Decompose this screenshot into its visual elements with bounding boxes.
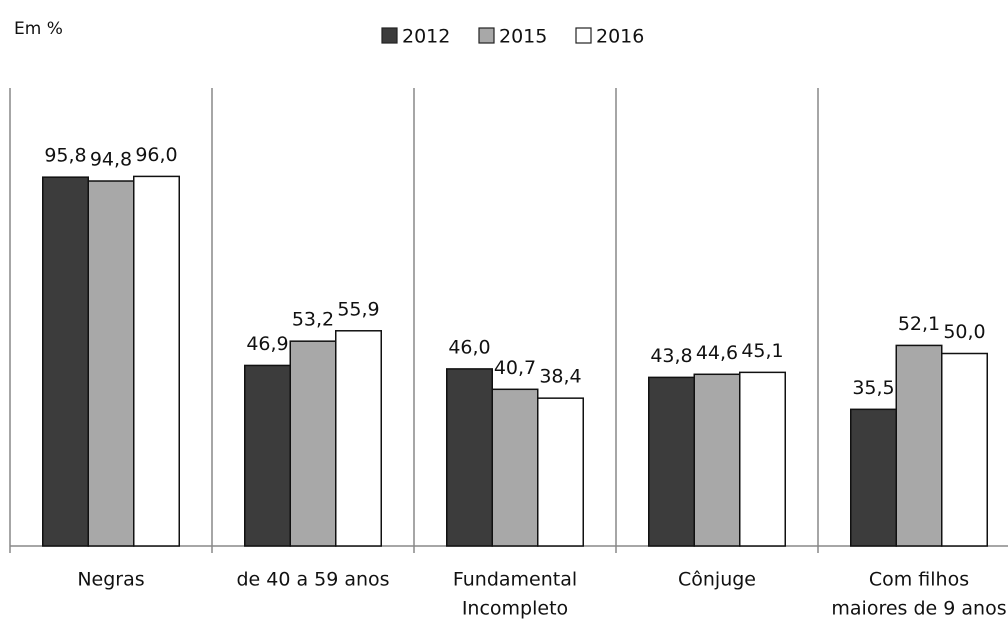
bar [42,176,89,547]
bar [941,352,988,547]
bar [693,373,741,547]
x-tick-label: Fundamental [453,569,577,591]
bar [850,408,897,547]
legend-label: 2015 [499,26,547,48]
bar [87,180,135,547]
bar [537,397,584,547]
data-label: 44,6 [696,342,738,364]
legend-swatch [381,27,398,44]
x-tick-label: Cônjuge [678,569,756,591]
data-label: 55,9 [337,298,379,320]
data-label: 94,8 [90,149,132,171]
bar [895,344,943,547]
data-label: 45,1 [741,340,783,362]
unit-label: Em % [14,19,63,39]
bar [446,368,493,547]
data-label: 46,9 [246,333,288,355]
data-label: 38,4 [539,366,581,388]
legend-label: 2012 [402,26,450,48]
legend-swatch [575,27,592,44]
x-tick-label: de 40 a 59 anos [236,569,389,591]
bar [335,330,382,547]
bar [739,371,786,547]
legend-label: 2016 [596,26,644,48]
bar [133,175,180,547]
data-label: 52,1 [898,313,940,335]
data-label: 96,0 [135,144,177,166]
data-label: 40,7 [494,357,536,379]
x-tick-label: maiores de 9 anos [831,598,1006,620]
bar [244,364,291,547]
data-label: 46,0 [448,336,490,358]
x-tick-label: Negras [77,569,144,591]
bar [648,376,695,547]
data-label: 50,0 [943,321,985,343]
data-label: 95,8 [44,145,86,167]
x-tick-label: Incompleto [462,598,568,620]
data-label: 53,2 [292,309,334,331]
bar [289,340,337,547]
bar [491,388,539,547]
legend-swatch [478,27,495,44]
x-tick-label: Com filhos [869,569,969,591]
data-label: 43,8 [650,345,692,367]
data-label: 35,5 [852,377,894,399]
